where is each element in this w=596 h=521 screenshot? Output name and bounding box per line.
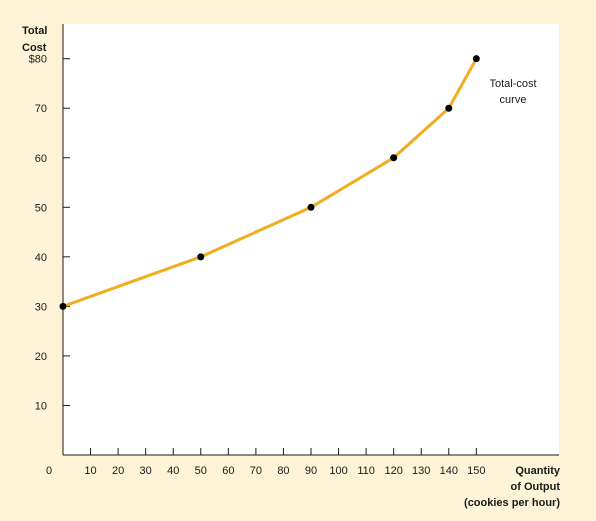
x-tick-label: 100 (329, 465, 347, 477)
data-point (59, 302, 67, 310)
total-cost-line (61, 57, 478, 308)
x-tick-label: 130 (412, 465, 430, 477)
x-axis-title: of Output (511, 481, 561, 493)
x-tick-label: 60 (222, 465, 234, 477)
x-tick-label: 30 (140, 465, 152, 477)
y-tick-label: 10 (35, 400, 47, 412)
x-tick-label: 150 (467, 465, 485, 477)
y-axis-title: Total (22, 25, 47, 37)
y-tick-label: $80 (29, 54, 47, 66)
y-tick-label: 30 (35, 301, 47, 313)
x-tick-label: 20 (112, 465, 124, 477)
curve-annotation: curve (500, 94, 527, 106)
data-point (445, 104, 453, 112)
x-axis-title: Quantity (515, 465, 560, 477)
y-tick-label: 50 (35, 202, 47, 214)
data-point (307, 203, 315, 211)
y-tick-label: 60 (35, 153, 47, 165)
curve-annotation: Total-cost (489, 78, 536, 90)
x-tick-label: 40 (167, 465, 179, 477)
y-axis-title: Cost (22, 42, 47, 54)
data-point (390, 154, 398, 162)
y-tick-label: 40 (35, 252, 47, 264)
x-axis-title: (cookies per hour) (464, 497, 560, 509)
x-tick-label: 10 (84, 465, 96, 477)
data-point (197, 253, 205, 261)
x-tick-label: 50 (195, 465, 207, 477)
x-tick-label: 80 (277, 465, 289, 477)
x-tick-label: 110 (357, 465, 375, 477)
x-tick-label: 90 (305, 465, 317, 477)
plot-area (63, 24, 559, 455)
data-point (472, 55, 480, 63)
x-tick-label: 120 (384, 465, 402, 477)
y-tick-label: 20 (35, 351, 47, 363)
x-tick-label: 0 (46, 465, 52, 477)
y-tick-label: 70 (35, 103, 47, 115)
x-tick-label: 140 (440, 465, 458, 477)
x-tick-label: 70 (250, 465, 262, 477)
